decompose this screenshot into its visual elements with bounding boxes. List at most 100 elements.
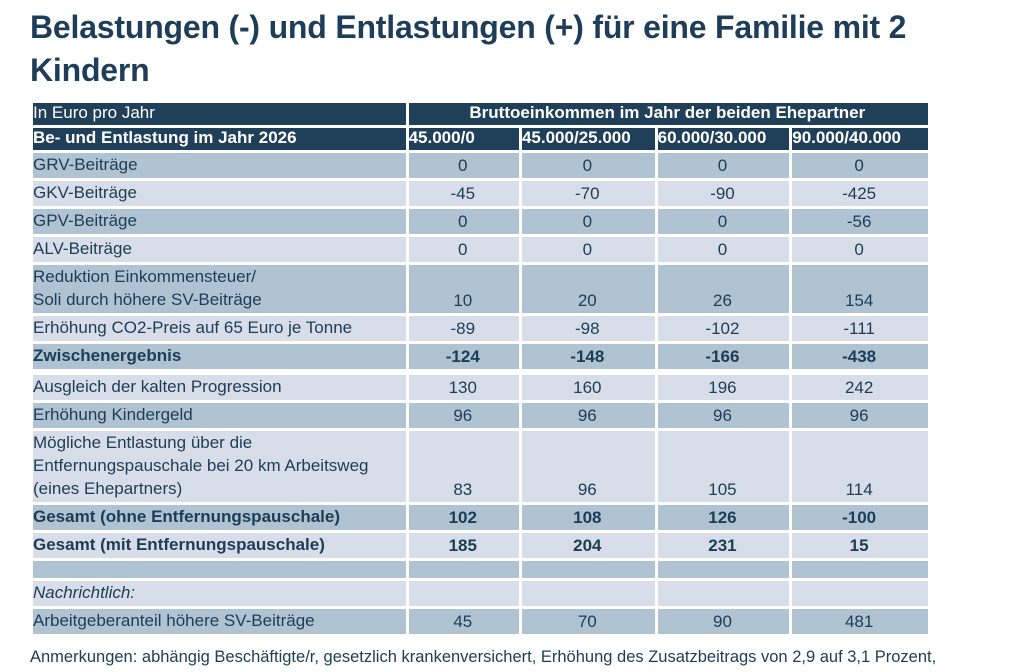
- cell-value: -98: [518, 313, 658, 344]
- row-label: Nachrichtlich:: [30, 578, 409, 609]
- table-header-row-1: In Euro pro Jahr Bruttoeinkommen im Jahr…: [30, 100, 932, 128]
- cell-value: 130: [405, 370, 522, 403]
- cell-value: 0: [789, 234, 931, 265]
- cell-value: 242: [789, 370, 931, 403]
- table-row: GPV-Beiträge 0 0 0 -56: [30, 206, 931, 237]
- cell-value: [405, 558, 522, 581]
- cell-value: 102: [405, 502, 522, 533]
- cell-value: 0: [789, 150, 931, 181]
- unit-label: In Euro pro Jahr: [30, 100, 409, 128]
- cell-value: -425: [789, 178, 931, 209]
- cell-value: 108: [518, 502, 658, 533]
- cell-value: 96: [654, 400, 793, 431]
- cell-value: 154: [789, 262, 931, 316]
- footnote-anmerkungen: Anmerkungen: abhängig Beschäftigte/r, ge…: [30, 648, 937, 672]
- cell-value: 0: [518, 150, 658, 181]
- row-label: Gesamt (mit Entfernungspauschale): [30, 530, 409, 561]
- cell-value: -45: [405, 178, 522, 209]
- cell-value: 126: [654, 502, 793, 533]
- cell-value: -102: [654, 313, 793, 344]
- table-row: Ausgleich der kalten Progression 130 160…: [30, 370, 931, 403]
- cell-value: -90: [654, 178, 793, 209]
- row-label: Erhöhung Kindergeld: [30, 400, 409, 431]
- cell-value: [789, 578, 931, 609]
- row-label: Arbeitgeberanteil höhere SV-Beiträge: [30, 606, 409, 637]
- cell-value: 0: [405, 150, 522, 181]
- table-header-row-2: Be- und Entlastung im Jahr 2026 45.000/0…: [30, 125, 931, 153]
- table-row-note-header: Nachrichtlich:: [30, 578, 931, 609]
- cell-value: 10: [405, 262, 522, 316]
- row-label: GRV-Beiträge: [30, 150, 409, 181]
- cell-value: 0: [654, 234, 793, 265]
- cell-value: 0: [405, 234, 522, 265]
- row-label: GPV-Beiträge: [30, 206, 409, 237]
- cell-value: 0: [518, 206, 658, 237]
- cell-value: -111: [789, 313, 931, 344]
- cell-value: 0: [405, 206, 522, 237]
- cell-value: -124: [405, 341, 522, 375]
- cell-value: 0: [518, 234, 658, 265]
- cell-value: 160: [518, 370, 658, 403]
- row-label: Zwischenergebnis: [30, 341, 409, 375]
- cell-value: 481: [789, 606, 931, 637]
- cell-value: 96: [789, 400, 931, 431]
- row-label: Ausgleich der kalten Progression: [30, 370, 409, 403]
- table-row: Erhöhung CO2-Preis auf 65 Euro je Tonne …: [30, 313, 931, 344]
- table-row: Arbeitgeberanteil höhere SV-Beiträge 45 …: [30, 606, 931, 637]
- cell-value: -56: [789, 206, 931, 237]
- cell-value: 45: [405, 606, 522, 637]
- cell-value: 204: [518, 530, 658, 561]
- cell-value: -166: [654, 341, 793, 375]
- row-label: [30, 558, 409, 581]
- cell-value: 15: [789, 530, 931, 561]
- cell-value: 26: [654, 262, 793, 316]
- column-header: 90.000/40.000: [789, 125, 931, 153]
- cell-value: [789, 558, 931, 581]
- row-dimension-header: Be- und Entlastung im Jahr 2026: [30, 125, 409, 153]
- page-title: Belastungen (-) und Entlastungen (+) für…: [30, 9, 907, 88]
- cell-value: 231: [654, 530, 793, 561]
- cell-value: -70: [518, 178, 658, 209]
- table-row-total: Gesamt (mit Entfernungspauschale) 185 20…: [30, 530, 931, 561]
- column-group-header: Bruttoeinkommen im Jahr der beiden Ehepa…: [405, 100, 932, 128]
- column-header: 60.000/30.000: [654, 125, 793, 153]
- cell-value: [405, 578, 522, 609]
- cell-value: 96: [405, 400, 522, 431]
- row-label: Gesamt (ohne Entfernungspauschale): [30, 502, 409, 533]
- table-row: GRV-Beiträge 0 0 0 0: [30, 150, 931, 181]
- cell-value: 0: [654, 206, 793, 237]
- cell-value: [518, 578, 658, 609]
- table-row-spacer: [30, 558, 931, 581]
- table-row-total: Gesamt (ohne Entfernungspauschale) 102 1…: [30, 502, 931, 533]
- column-header: 45.000/25.000: [518, 125, 658, 153]
- cell-value: 90: [654, 606, 793, 637]
- table-row: Erhöhung Kindergeld 96 96 96 96: [30, 400, 931, 431]
- cell-value: [654, 558, 793, 581]
- cell-value: 70: [518, 606, 658, 637]
- table-row: Mögliche Entlastung über die Entfernungs…: [30, 428, 931, 505]
- cell-value: 114: [789, 428, 931, 505]
- cell-value: 96: [518, 428, 658, 505]
- cell-value: [654, 578, 793, 609]
- cell-value: -100: [789, 502, 931, 533]
- row-label: GKV-Beiträge: [30, 178, 409, 209]
- table-row-subtotal: Zwischenergebnis -124 -148 -166 -438: [30, 341, 931, 375]
- data-table: In Euro pro Jahr Bruttoeinkommen im Jahr…: [30, 100, 932, 637]
- row-label: ALV-Beiträge: [30, 234, 409, 265]
- table-row: Reduktion Einkommensteuer/ Soli durch hö…: [30, 262, 931, 316]
- cell-value: 196: [654, 370, 793, 403]
- row-label: Mögliche Entlastung über die Entfernungs…: [30, 428, 409, 505]
- cell-value: 105: [654, 428, 793, 505]
- cell-value: 20: [518, 262, 658, 316]
- cell-value: 96: [518, 400, 658, 431]
- cell-value: [518, 558, 658, 581]
- row-label: Reduktion Einkommensteuer/ Soli durch hö…: [30, 262, 409, 316]
- column-header: 45.000/0: [405, 125, 522, 153]
- cell-value: 185: [405, 530, 522, 561]
- cell-value: 0: [654, 150, 793, 181]
- row-label: Erhöhung CO2-Preis auf 65 Euro je Tonne: [30, 313, 409, 344]
- cell-value: -89: [405, 313, 522, 344]
- cell-value: -438: [789, 341, 931, 375]
- cell-value: 83: [405, 428, 522, 505]
